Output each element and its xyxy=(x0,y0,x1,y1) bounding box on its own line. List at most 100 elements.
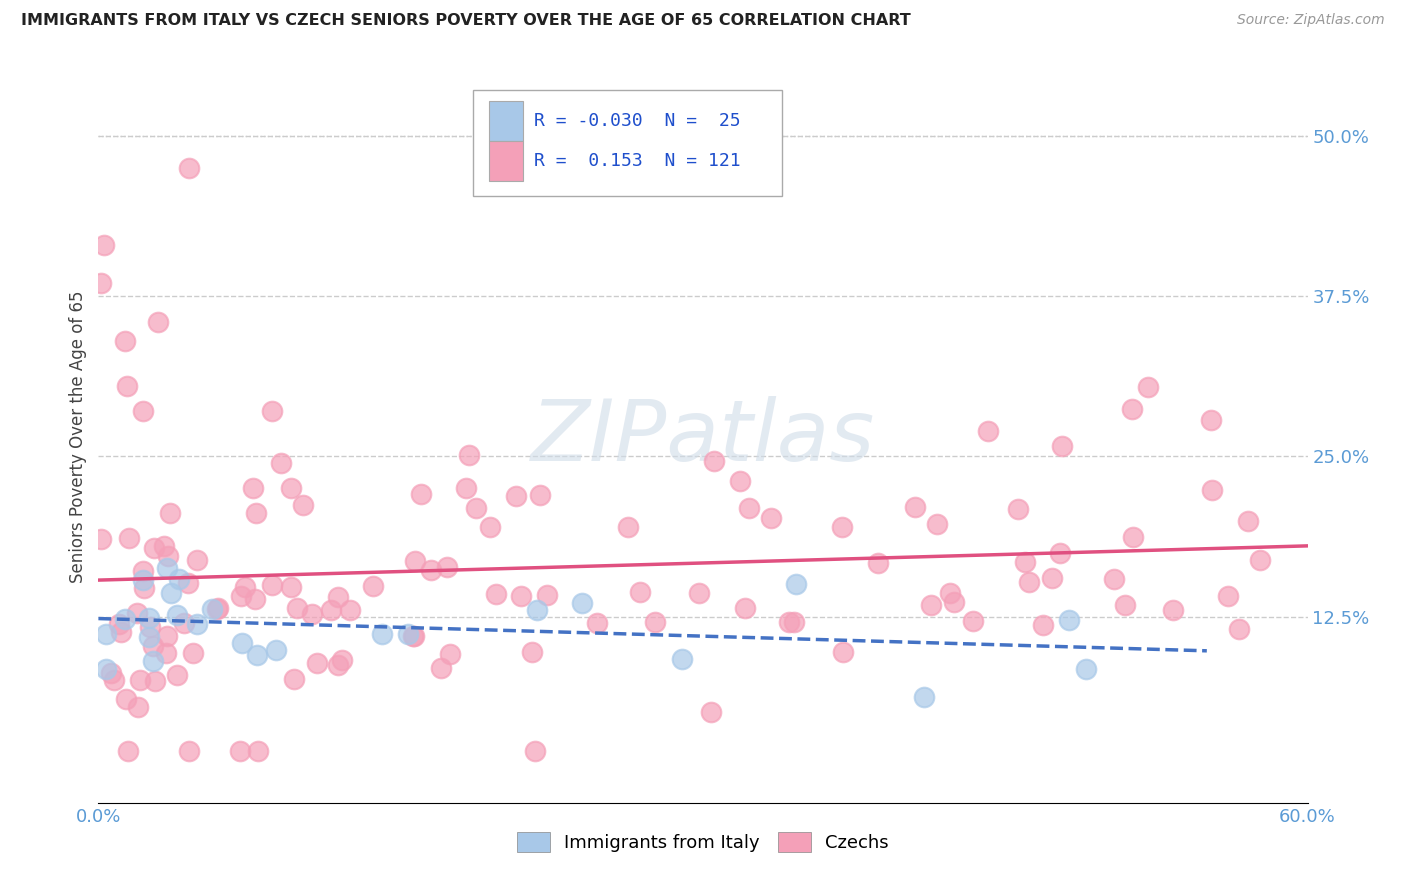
Point xyxy=(186,553,208,567)
Point xyxy=(201,602,224,616)
Text: ZIPatlas: ZIPatlas xyxy=(531,395,875,479)
Point xyxy=(181,646,204,660)
Point xyxy=(117,744,139,758)
Point xyxy=(93,237,115,252)
Point xyxy=(139,619,162,633)
Point xyxy=(925,516,948,531)
Point xyxy=(644,615,666,630)
Point xyxy=(939,586,962,600)
Point xyxy=(1018,574,1040,589)
Point xyxy=(142,639,165,653)
Point xyxy=(912,690,935,704)
Point xyxy=(505,489,527,503)
Point xyxy=(270,456,292,470)
Point xyxy=(832,645,855,659)
Point xyxy=(260,578,283,592)
Point xyxy=(177,161,200,175)
Point xyxy=(728,474,751,488)
Point xyxy=(1007,502,1029,516)
Point xyxy=(166,607,188,622)
Point xyxy=(1032,617,1054,632)
Point xyxy=(628,584,651,599)
Point xyxy=(233,581,256,595)
Point xyxy=(326,657,349,672)
Point xyxy=(90,532,112,546)
Point xyxy=(143,674,166,689)
Point xyxy=(1049,546,1071,560)
Point xyxy=(737,500,759,515)
Point xyxy=(186,616,208,631)
Point xyxy=(1249,553,1271,567)
Point xyxy=(1237,514,1260,528)
Point xyxy=(280,481,302,495)
Point xyxy=(108,617,131,632)
Point xyxy=(465,500,488,515)
Text: R =  0.153  N = 121: R = 0.153 N = 121 xyxy=(534,153,741,170)
Point xyxy=(231,635,253,649)
Point xyxy=(169,572,191,586)
Point xyxy=(1227,623,1250,637)
Point xyxy=(942,595,965,609)
Point xyxy=(134,581,156,595)
Point xyxy=(456,481,478,495)
Point xyxy=(529,488,551,502)
Point xyxy=(1122,530,1144,544)
Point xyxy=(307,657,329,671)
Point xyxy=(402,629,425,643)
Point xyxy=(291,499,314,513)
Point xyxy=(328,591,350,605)
Point xyxy=(229,589,252,603)
Point xyxy=(229,744,252,758)
Point xyxy=(283,672,305,686)
Point xyxy=(688,586,710,600)
Point xyxy=(207,601,229,615)
Point xyxy=(1161,603,1184,617)
Point xyxy=(115,692,138,706)
Point xyxy=(94,662,117,676)
Point xyxy=(1121,402,1143,417)
Point xyxy=(520,645,543,659)
Point xyxy=(458,448,481,462)
Point xyxy=(439,647,461,661)
Point xyxy=(262,404,284,418)
Point xyxy=(90,276,112,290)
Point xyxy=(132,564,155,578)
Point xyxy=(131,573,153,587)
Point xyxy=(485,587,508,601)
Point xyxy=(146,315,169,329)
Point xyxy=(301,607,323,622)
Point xyxy=(1199,413,1222,427)
Point xyxy=(962,614,984,628)
Point xyxy=(330,653,353,667)
Point xyxy=(100,665,122,680)
Point xyxy=(166,667,188,681)
FancyBboxPatch shape xyxy=(489,101,523,141)
Point xyxy=(160,586,183,600)
Point xyxy=(536,588,558,602)
Point xyxy=(1052,439,1074,453)
Point xyxy=(585,615,607,630)
Point xyxy=(179,744,201,758)
Point xyxy=(703,454,725,468)
Text: R = -0.030  N =  25: R = -0.030 N = 25 xyxy=(534,112,741,130)
Point xyxy=(1040,571,1063,585)
Point xyxy=(125,606,148,620)
Point xyxy=(920,599,942,613)
Point xyxy=(103,673,125,688)
Point xyxy=(430,660,453,674)
Point xyxy=(404,554,426,568)
Point xyxy=(977,424,1000,438)
Point xyxy=(245,506,267,520)
Point xyxy=(114,612,136,626)
Point xyxy=(1074,662,1097,676)
Point xyxy=(1102,573,1125,587)
Point xyxy=(778,615,800,630)
Text: IMMIGRANTS FROM ITALY VS CZECH SENIORS POVERTY OVER THE AGE OF 65 CORRELATION CH: IMMIGRANTS FROM ITALY VS CZECH SENIORS P… xyxy=(21,13,911,29)
Point xyxy=(1136,380,1159,394)
Point xyxy=(110,624,132,639)
Point xyxy=(404,629,426,643)
Point xyxy=(526,603,548,617)
Point xyxy=(155,646,177,660)
FancyBboxPatch shape xyxy=(489,141,523,181)
Point xyxy=(155,629,177,643)
